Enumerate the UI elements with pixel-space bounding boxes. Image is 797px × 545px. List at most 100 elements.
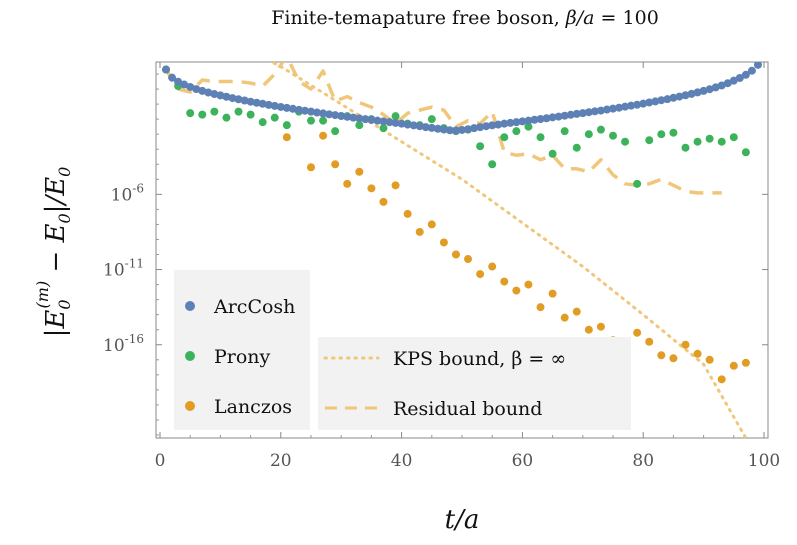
point-lanczos bbox=[343, 179, 352, 188]
point-prony bbox=[512, 127, 521, 136]
point-arccosh bbox=[337, 111, 346, 120]
point-arccosh bbox=[548, 113, 557, 122]
point-arccosh bbox=[216, 91, 225, 100]
y-axis-label: |E0(m) − E0|/E0 bbox=[33, 167, 74, 338]
point-lanczos bbox=[403, 209, 412, 218]
legend-right-box bbox=[318, 337, 631, 430]
point-lanczos bbox=[379, 197, 388, 206]
point-lanczos bbox=[584, 325, 593, 334]
legend-marker-arccosh bbox=[185, 301, 195, 311]
point-arccosh bbox=[518, 117, 527, 126]
point-arccosh bbox=[228, 94, 237, 103]
point-lanczos bbox=[536, 303, 545, 312]
point-arccosh bbox=[373, 116, 382, 125]
point-arccosh bbox=[198, 86, 207, 95]
point-arccosh bbox=[464, 125, 473, 134]
point-arccosh bbox=[675, 92, 684, 101]
point-lanczos bbox=[391, 181, 400, 190]
point-prony bbox=[633, 179, 642, 188]
legend-left-box bbox=[174, 270, 310, 430]
point-prony bbox=[584, 130, 593, 139]
legend-marker-lanczos bbox=[185, 401, 195, 411]
point-lanczos bbox=[500, 277, 509, 286]
point-arccosh bbox=[627, 101, 636, 110]
point-prony bbox=[282, 121, 291, 130]
point-arccosh bbox=[633, 100, 642, 109]
point-arccosh bbox=[554, 112, 563, 121]
point-lanczos bbox=[512, 286, 521, 295]
point-prony bbox=[222, 113, 231, 122]
point-prony bbox=[705, 134, 714, 143]
point-arccosh bbox=[367, 115, 376, 124]
point-arccosh bbox=[415, 122, 424, 131]
point-arccosh bbox=[445, 126, 454, 135]
point-prony bbox=[524, 122, 533, 131]
point-arccosh bbox=[747, 66, 756, 75]
point-arccosh bbox=[482, 122, 491, 131]
point-arccosh bbox=[735, 73, 744, 82]
point-arccosh bbox=[186, 82, 195, 91]
legend: ArcCosh Prony Lanczos KPS bound, β = ∞ Resid… bbox=[185, 296, 566, 420]
point-prony bbox=[246, 110, 255, 119]
point-arccosh bbox=[307, 107, 315, 116]
point-arccosh bbox=[717, 81, 726, 90]
y-label-rest: − E bbox=[41, 223, 71, 280]
point-arccosh bbox=[246, 97, 255, 106]
point-arccosh bbox=[409, 121, 418, 130]
point-arccosh bbox=[258, 99, 267, 108]
point-lanczos bbox=[355, 167, 364, 176]
legend-label-kps: KPS bound, β = ∞ bbox=[393, 348, 566, 370]
point-arccosh bbox=[288, 104, 297, 113]
legend-label-arccosh: ArcCosh bbox=[213, 296, 295, 318]
legend-label-residual: Residual bound bbox=[393, 398, 542, 420]
point-prony bbox=[621, 137, 630, 146]
point-arccosh bbox=[162, 65, 171, 74]
point-lanczos bbox=[572, 307, 581, 316]
point-prony bbox=[234, 107, 243, 116]
point-arccosh bbox=[349, 113, 358, 122]
point-arccosh bbox=[602, 105, 611, 114]
point-arccosh bbox=[294, 105, 303, 114]
point-arccosh bbox=[530, 115, 539, 124]
point-lanczos bbox=[645, 337, 654, 346]
point-arccosh bbox=[451, 126, 460, 135]
point-prony bbox=[500, 133, 509, 142]
point-arccosh bbox=[506, 118, 515, 127]
point-prony bbox=[319, 116, 328, 125]
point-arccosh bbox=[524, 116, 533, 125]
point-lanczos bbox=[488, 262, 497, 271]
point-arccosh bbox=[753, 62, 762, 69]
point-arccosh bbox=[397, 119, 406, 128]
point-prony bbox=[198, 110, 207, 119]
point-arccosh bbox=[657, 96, 666, 105]
point-arccosh bbox=[584, 108, 593, 117]
point-lanczos bbox=[451, 250, 460, 259]
y-tick-base: 10 bbox=[103, 336, 125, 356]
point-arccosh bbox=[536, 115, 545, 124]
point-lanczos bbox=[464, 255, 473, 264]
point-prony bbox=[488, 160, 497, 169]
point-arccosh bbox=[578, 109, 587, 118]
point-arccosh bbox=[276, 102, 285, 111]
point-prony bbox=[270, 113, 279, 122]
point-arccosh bbox=[192, 85, 201, 94]
x-tick-label: 20 bbox=[270, 451, 292, 471]
x-tick-label: 40 bbox=[391, 451, 413, 471]
chart-title-math: β/a bbox=[565, 7, 595, 29]
point-lanczos bbox=[319, 131, 328, 140]
point-arccosh bbox=[421, 123, 430, 132]
point-arccosh bbox=[494, 120, 503, 129]
legend-marker-prony bbox=[185, 351, 195, 361]
point-arccosh bbox=[669, 93, 678, 102]
point-lanczos bbox=[331, 160, 340, 169]
point-arccosh bbox=[204, 88, 213, 97]
point-arccosh bbox=[705, 85, 714, 94]
point-prony bbox=[355, 121, 364, 130]
point-lanczos bbox=[282, 133, 291, 142]
point-arccosh bbox=[282, 103, 291, 112]
point-arccosh bbox=[645, 98, 654, 107]
point-arccosh bbox=[711, 83, 720, 92]
point-prony bbox=[379, 124, 388, 133]
